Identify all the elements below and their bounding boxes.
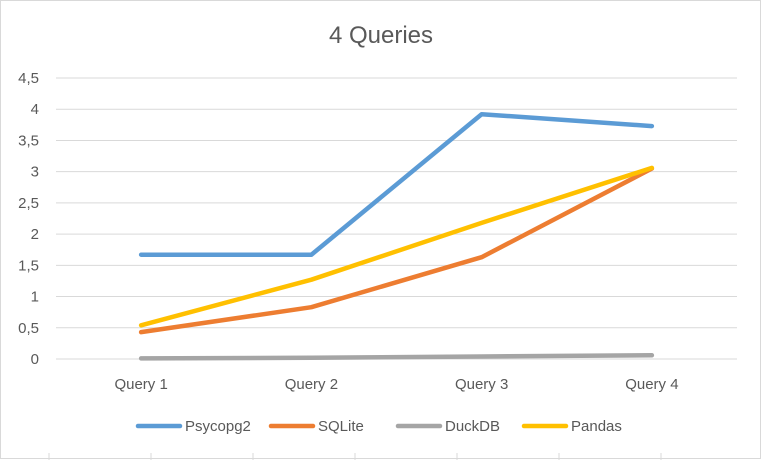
y-tick-label: 1 xyxy=(31,289,39,306)
y-tick-label: 3 xyxy=(31,164,39,181)
legend: Psycopg2 SQLite DuckDB Pandas xyxy=(135,418,622,435)
y-tick-label: 0,5 xyxy=(18,320,39,337)
x-tick-label: Query 4 xyxy=(625,376,678,393)
legend-label: Psycopg2 xyxy=(185,418,251,435)
series-lines xyxy=(138,111,655,361)
y-tick-label: 4,5 xyxy=(18,70,39,87)
y-tick-label: 1,5 xyxy=(18,257,39,274)
y-tick-label: 4 xyxy=(31,101,39,118)
legend-label: SQLite xyxy=(318,418,364,435)
series-line-pandas xyxy=(138,165,655,328)
series-line-psycopg2 xyxy=(138,111,655,257)
series-line-duckdb xyxy=(138,353,655,361)
y-tick-label: 3,5 xyxy=(18,132,39,149)
y-tick-label: 2 xyxy=(31,226,39,243)
x-tick-label: Query 1 xyxy=(114,376,167,393)
legend-label: DuckDB xyxy=(445,418,500,435)
legend-label: Pandas xyxy=(571,418,622,435)
y-tick-label: 0 xyxy=(31,351,39,368)
x-axis-ticks: Query 1 Query 2 Query 3 Query 4 xyxy=(114,376,678,393)
chart-title: 4 Queries xyxy=(329,22,433,49)
x-tick-label: Query 2 xyxy=(285,376,338,393)
gridlines xyxy=(56,77,737,360)
series-line-sqlite xyxy=(138,166,655,335)
y-axis-ticks: 0 0,5 1 1,5 2 2,5 3 3,5 4 4,5 xyxy=(18,70,39,368)
x-tick-label: Query 3 xyxy=(455,376,508,393)
y-tick-label: 2,5 xyxy=(18,195,39,212)
